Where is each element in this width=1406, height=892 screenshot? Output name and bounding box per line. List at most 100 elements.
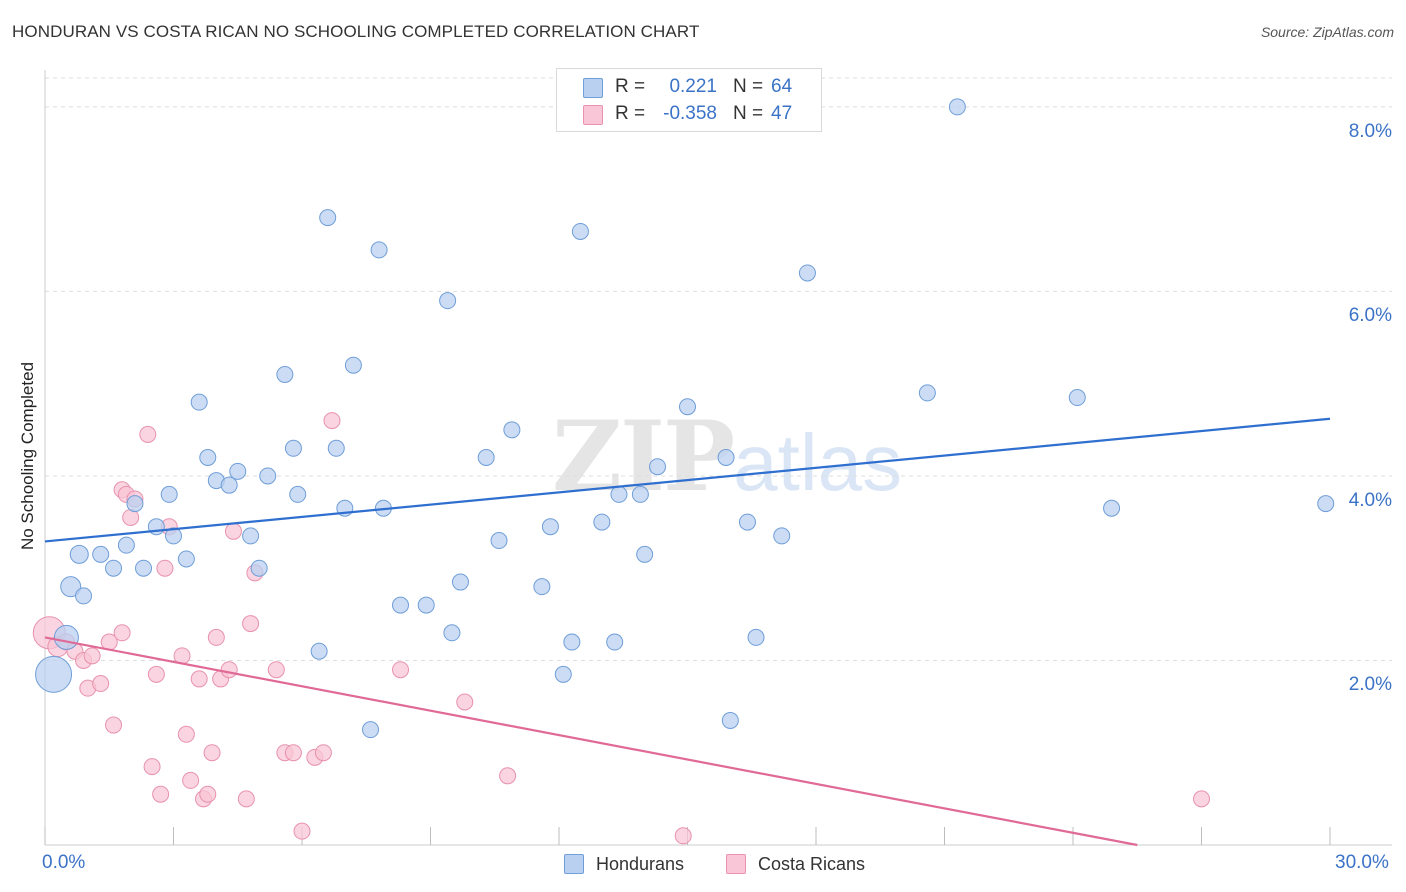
costa-rican-point (267, 661, 285, 679)
costa-rican-point (143, 758, 161, 776)
y-tick-label: 4.0% (1348, 489, 1392, 511)
honduran-point (35, 655, 73, 693)
costa-rican-point (237, 790, 255, 808)
honduran-point (327, 439, 345, 457)
costa-rican-point (156, 559, 174, 577)
honduran-point (160, 485, 178, 503)
honduran-point (229, 462, 247, 480)
honduran-point (649, 458, 667, 476)
honduran-point (1068, 389, 1086, 407)
honduran-point (533, 578, 551, 596)
legend-n-value: 64 (771, 76, 793, 97)
honduran-point (250, 559, 268, 577)
honduran-point (310, 642, 328, 660)
legend-r-value: 0.221 (669, 76, 717, 97)
honduran-point (451, 573, 469, 591)
legend-n-label: N = (733, 103, 764, 124)
costa-rican-point (105, 716, 123, 734)
honduran-point (563, 633, 581, 651)
honduran-point (165, 527, 182, 545)
costa-rican-point (392, 661, 410, 679)
y-tick-label: 8.0% (1348, 120, 1392, 142)
costa-rican-point (220, 661, 238, 679)
y-tick-label: 2.0% (1348, 674, 1392, 696)
costa-rican-point (456, 693, 474, 711)
legend-n-label: N = (733, 76, 764, 97)
honduran-point (117, 536, 135, 554)
honduran-trend-line (44, 417, 1331, 543)
costa-rican-point (147, 665, 165, 683)
honduran-point (319, 209, 337, 227)
costa-rican-point (284, 744, 302, 762)
series-hondurans (35, 98, 1335, 739)
honduran-point (105, 559, 123, 577)
honduran-point (636, 545, 654, 563)
legend-swatch-pink (583, 105, 603, 125)
x-tick-label-max: 30.0% (1335, 852, 1389, 873)
costa-rican-point (139, 425, 157, 443)
legend-r-value: -0.358 (663, 103, 717, 124)
honduran-point (289, 485, 307, 503)
honduran-point (276, 365, 294, 383)
legend-row-costa-ricans: R = -0.358 N = 47 (557, 101, 821, 127)
costa-rican-point (499, 767, 517, 785)
honduran-point (503, 421, 521, 439)
honduran-point (1103, 499, 1121, 517)
legend-r-label: R = (615, 76, 646, 97)
honduran-point (392, 596, 410, 614)
costa-rican-point (177, 725, 195, 743)
honduran-point (242, 527, 260, 545)
honduran-point (606, 633, 624, 651)
honduran-point (199, 449, 217, 466)
honduran-point (417, 596, 435, 614)
source-credit: Source: ZipAtlas.com (1260, 24, 1394, 40)
honduran-point (69, 544, 89, 564)
costa-rican-point (1193, 790, 1210, 808)
honduran-point (948, 98, 966, 116)
costa-rican-point (314, 744, 332, 762)
costa-rican-point (323, 412, 341, 430)
honduran-point (284, 439, 302, 457)
honduran-point (610, 485, 628, 503)
axes (44, 70, 1392, 846)
honduran-point (747, 628, 765, 646)
costa-rican-point (190, 670, 208, 688)
honduran-point (370, 241, 388, 259)
honduran-point (571, 222, 589, 240)
honduran-point (738, 513, 756, 531)
honduran-point (631, 485, 649, 503)
costa-rican-point (224, 522, 242, 540)
costa-rican-point (182, 771, 200, 789)
honduran-point (60, 576, 82, 598)
y-tick-label: 6.0% (1348, 305, 1392, 327)
honduran-point (554, 665, 572, 683)
y-axis-label: No Schooling Completed (18, 361, 37, 551)
costa-rican-point (674, 827, 692, 845)
legend-label: Hondurans (596, 854, 685, 874)
costa-rican-point (242, 615, 260, 633)
costa-rican-trend-line (44, 636, 1138, 847)
costa-rican-point (83, 647, 101, 665)
costa-rican-point (207, 628, 225, 646)
x-tick-label-min: 0.0% (42, 852, 86, 873)
honduran-point (92, 545, 110, 563)
honduran-point (717, 449, 735, 466)
costa-rican-point (152, 785, 170, 803)
honduran-point (477, 449, 495, 466)
legend-swatch-blue (564, 854, 584, 874)
honduran-point (220, 476, 238, 494)
honduran-point (439, 292, 457, 310)
honduran-point (918, 384, 936, 402)
honduran-point (53, 624, 79, 650)
honduran-point (126, 495, 144, 513)
costa-rican-point (293, 822, 311, 840)
honduran-point (443, 624, 461, 642)
trend-lines (44, 417, 1331, 847)
honduran-point (344, 356, 362, 374)
honduran-point (190, 393, 208, 411)
costa-rican-point (92, 675, 110, 693)
honduran-point (362, 721, 380, 739)
honduran-point (490, 532, 508, 550)
legend-r-label: R = (615, 103, 646, 124)
